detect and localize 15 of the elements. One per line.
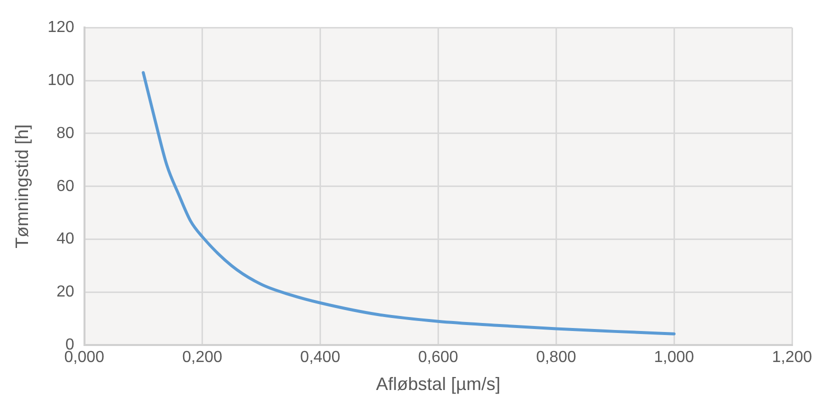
x-tick-label: 0,800 — [536, 349, 576, 366]
x-tick-label: 1,000 — [654, 349, 694, 366]
y-tick-label: 120 — [48, 19, 74, 36]
y-tick-label: 80 — [56, 124, 74, 142]
y-tick-label: 20 — [56, 284, 74, 301]
x-tick-label: 0,400 — [300, 349, 340, 366]
y-tick-label: 100 — [48, 72, 74, 89]
line-series — [142, 71, 676, 336]
y-tick-label: 40 — [56, 230, 74, 248]
y-tick-label: 60 — [56, 178, 74, 195]
x-tick-label: 0,600 — [418, 349, 458, 366]
y-axis-title: Tømningstid [h] — [12, 124, 32, 248]
x-tick-label: 0,200 — [182, 349, 222, 366]
x-tick-label: 1,200 — [772, 349, 812, 366]
x-axis-title: Afløbstal [µm/s] — [376, 374, 500, 394]
